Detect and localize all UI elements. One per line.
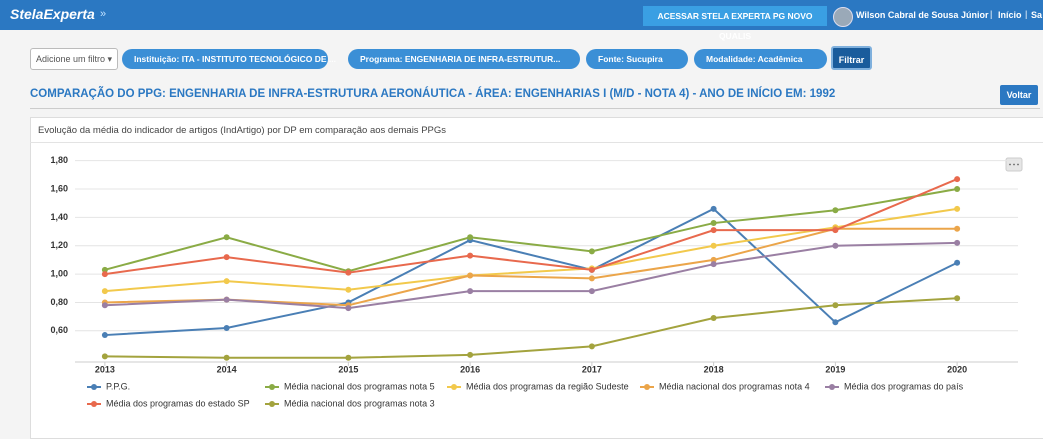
point-marker xyxy=(345,305,351,311)
legend-label: Média dos programas do estado SP xyxy=(106,398,250,408)
menu-dot xyxy=(1017,164,1019,166)
menu-dot xyxy=(1009,164,1011,166)
legend-label: P.P.G. xyxy=(106,381,130,391)
point-marker xyxy=(954,206,960,212)
point-marker xyxy=(224,297,230,303)
series-line xyxy=(105,179,957,274)
chart: 0,60 0,80 1,00 1,20 1,40 1,60 1,80 2013 2014 2015… xyxy=(0,0,1043,428)
legend-marker xyxy=(91,401,97,407)
point-marker xyxy=(345,270,351,276)
point-marker xyxy=(832,207,838,213)
y-tick-label: 0,60 xyxy=(50,325,68,335)
point-marker xyxy=(102,288,108,294)
point-marker xyxy=(711,261,717,267)
legend-label: Média nacional dos programas nota 5 xyxy=(284,381,435,391)
point-marker xyxy=(954,240,960,246)
legend-label: Média dos programas do país xyxy=(844,381,964,391)
point-marker xyxy=(711,227,717,233)
series-line xyxy=(105,243,957,308)
legend-marker xyxy=(269,384,275,390)
point-marker xyxy=(711,315,717,321)
legend-marker xyxy=(269,401,275,407)
point-marker xyxy=(102,271,108,277)
point-marker xyxy=(832,319,838,325)
y-tick-label: 1,80 xyxy=(50,155,68,165)
x-tick-label: 2018 xyxy=(704,364,724,374)
legend-marker xyxy=(829,384,835,390)
point-marker xyxy=(589,267,595,273)
x-tick-label: 2020 xyxy=(947,364,967,374)
point-marker xyxy=(711,206,717,212)
point-marker xyxy=(345,287,351,293)
series-line xyxy=(105,229,957,306)
point-marker xyxy=(954,260,960,266)
point-marker xyxy=(467,273,473,279)
point-marker xyxy=(589,288,595,294)
point-marker xyxy=(954,295,960,301)
legend-label: Média dos programas da região Sudeste xyxy=(466,381,629,391)
y-tick-label: 1,20 xyxy=(50,240,68,250)
x-tick-label: 2013 xyxy=(95,364,115,374)
point-marker xyxy=(224,325,230,331)
legend-label: Média nacional dos programas nota 4 xyxy=(659,381,810,391)
y-tick-label: 1,60 xyxy=(50,183,68,193)
legend-marker xyxy=(451,384,457,390)
point-marker xyxy=(589,343,595,349)
y-tick-label: 1,00 xyxy=(50,268,68,278)
menu-dot xyxy=(1013,164,1015,166)
x-tick-label: 2014 xyxy=(217,364,237,374)
point-marker xyxy=(102,353,108,359)
point-marker xyxy=(467,234,473,240)
page: Stela Experta { "header": { "logo": "Ste… xyxy=(0,0,1043,428)
point-marker xyxy=(832,227,838,233)
point-marker xyxy=(224,355,230,361)
point-marker xyxy=(832,302,838,308)
y-tick-label: 1,40 xyxy=(50,212,68,222)
legend-marker xyxy=(91,384,97,390)
point-marker xyxy=(711,243,717,249)
y-tick-label: 0,80 xyxy=(50,297,68,307)
point-marker xyxy=(954,176,960,182)
point-marker xyxy=(224,278,230,284)
x-tick-label: 2017 xyxy=(582,364,602,374)
page-body: StelaExperta » ACESSAR STELA EXPERTA PG … xyxy=(0,0,1043,428)
point-marker xyxy=(467,253,473,259)
point-marker xyxy=(224,234,230,240)
point-marker xyxy=(954,186,960,192)
point-marker xyxy=(467,352,473,358)
legend-marker xyxy=(644,384,650,390)
point-marker xyxy=(589,248,595,254)
point-marker xyxy=(102,332,108,338)
point-marker xyxy=(832,243,838,249)
series-line xyxy=(105,298,957,358)
series-line xyxy=(105,209,957,291)
x-tick-label: 2019 xyxy=(825,364,845,374)
point-marker xyxy=(589,275,595,281)
point-marker xyxy=(102,302,108,308)
point-marker xyxy=(467,288,473,294)
point-marker xyxy=(224,254,230,260)
x-tick-label: 2015 xyxy=(338,364,358,374)
legend-label: Média nacional dos programas nota 3 xyxy=(284,398,435,408)
point-marker xyxy=(345,355,351,361)
point-marker xyxy=(711,220,717,226)
point-marker xyxy=(954,226,960,232)
x-tick-label: 2016 xyxy=(460,364,480,374)
